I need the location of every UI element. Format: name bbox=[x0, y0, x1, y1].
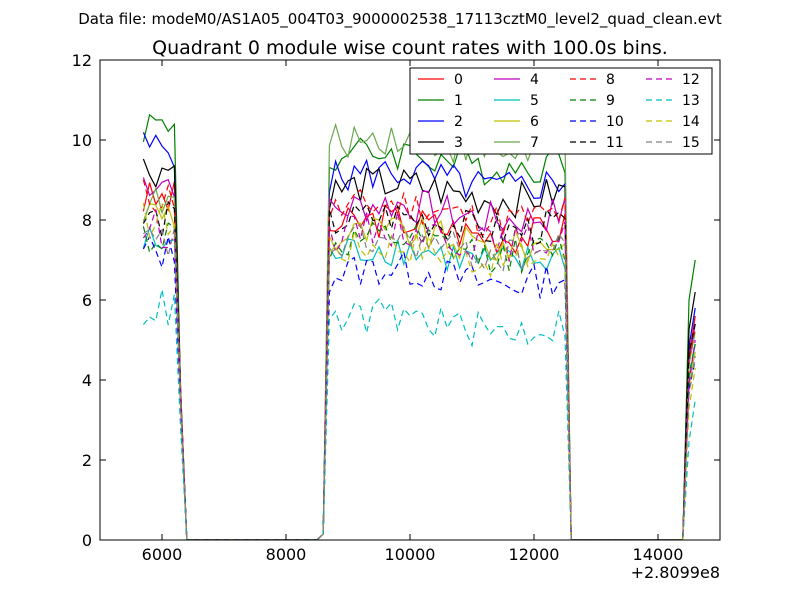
y-tick-label: 4 bbox=[82, 371, 92, 390]
legend-label-10: 10 bbox=[606, 114, 624, 130]
figure-suptitle: Data file: modeM0/AS1A05_004T03_90000025… bbox=[78, 10, 722, 29]
legend-label-15: 15 bbox=[682, 135, 700, 151]
legend-label-7: 7 bbox=[530, 135, 539, 151]
series-line-2 bbox=[142, 132, 696, 540]
series-line-10 bbox=[142, 235, 696, 540]
series-line-14 bbox=[142, 203, 696, 540]
legend-label-12: 12 bbox=[682, 72, 700, 88]
legend-label-11: 11 bbox=[606, 135, 624, 151]
series-line-8 bbox=[142, 179, 696, 540]
series-line-1 bbox=[142, 113, 696, 540]
legend-label-4: 4 bbox=[530, 72, 539, 88]
legend-label-3: 3 bbox=[454, 135, 463, 151]
series-line-7 bbox=[142, 122, 696, 540]
y-tick-label: 12 bbox=[72, 51, 92, 70]
legend-label-5: 5 bbox=[530, 93, 539, 109]
series-line-3 bbox=[142, 158, 696, 540]
x-tick-label: 6000 bbox=[142, 545, 183, 564]
legend-frame bbox=[409, 67, 713, 155]
x-tick-label: 12000 bbox=[509, 545, 560, 564]
y-tick-label: 8 bbox=[82, 211, 92, 230]
y-tick-label: 0 bbox=[82, 531, 92, 550]
legend-label-14: 14 bbox=[682, 114, 700, 130]
x-tick-label: 10000 bbox=[385, 545, 436, 564]
legend-label-9: 9 bbox=[606, 93, 615, 109]
series-line-13 bbox=[142, 289, 696, 540]
series-line-11 bbox=[142, 200, 696, 540]
x-tick-label: 14000 bbox=[633, 545, 684, 564]
legend-label-0: 0 bbox=[454, 72, 463, 88]
series-line-0 bbox=[142, 181, 696, 540]
chart-title: Quadrant 0 module wise count rates with … bbox=[152, 37, 668, 59]
series-line-4 bbox=[142, 177, 696, 540]
x-tick-label: 8000 bbox=[266, 545, 307, 564]
series-line-5 bbox=[142, 225, 696, 540]
series-line-12 bbox=[142, 209, 696, 540]
legend-label-1: 1 bbox=[454, 93, 463, 109]
y-tick-label: 10 bbox=[72, 131, 92, 150]
series-line-15 bbox=[143, 224, 696, 540]
x-offset-label: +2.8099e8 bbox=[631, 563, 720, 582]
series-line-6 bbox=[142, 203, 696, 540]
legend-label-6: 6 bbox=[530, 114, 539, 130]
legend-label-8: 8 bbox=[606, 72, 615, 88]
y-tick-label: 6 bbox=[82, 291, 92, 310]
legend-label-2: 2 bbox=[454, 114, 463, 130]
series-layer bbox=[142, 113, 696, 540]
series-line-9 bbox=[142, 221, 696, 540]
y-tick-label: 2 bbox=[82, 451, 92, 470]
legend-label-13: 13 bbox=[682, 93, 700, 109]
